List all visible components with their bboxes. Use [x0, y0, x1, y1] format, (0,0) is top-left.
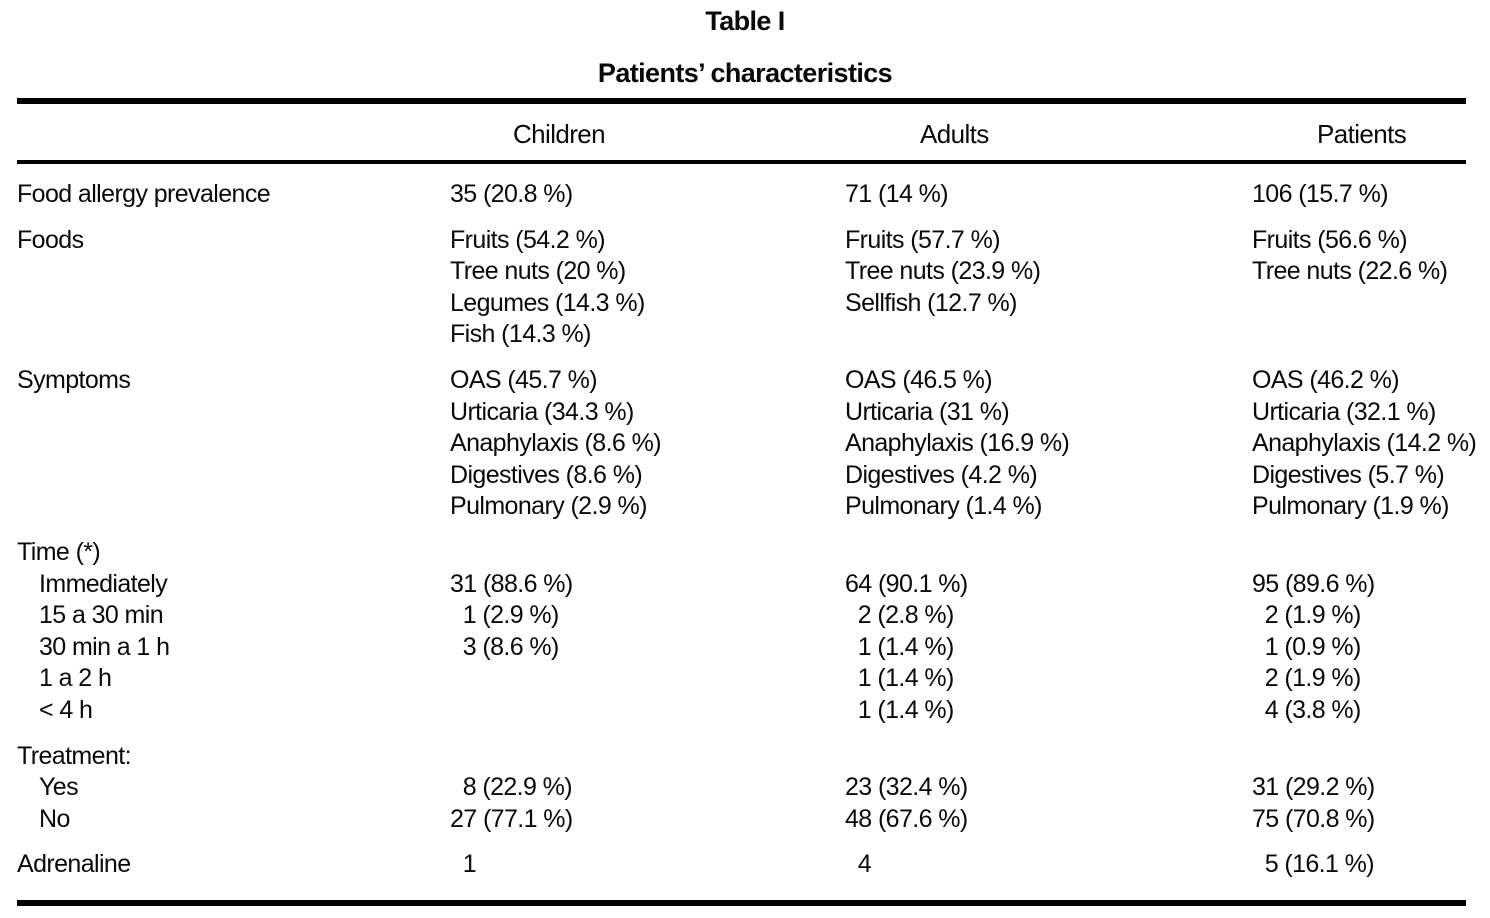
cell-patients: 95 (89.6 %): [1252, 569, 1375, 598]
cell-adults: 1 (1.4 %): [845, 632, 955, 661]
cell-patients: [1252, 537, 1466, 569]
table-body: Food allergy prevalence 35 (20.8 %) 71 (14…: [0, 164, 1490, 881]
table-row: 15 a 30 min 1 (2.9 %) 2 (2.8 %) 2 (1.9 %…: [0, 600, 1490, 632]
row-label: < 4 h: [39, 695, 93, 724]
column-header-adults: Adults: [920, 119, 989, 149]
cell-patients: 1 (0.9 %): [1252, 632, 1362, 661]
table-title: Table I: [705, 6, 785, 36]
row-label: Foods: [17, 225, 84, 254]
cell-adults: 23 (32.4 %): [845, 773, 968, 802]
row-label: 1 a 2 h: [39, 664, 112, 693]
table-row: 1 a 2 h 1 (1.4 %) 2 (1.9 %): [0, 663, 1490, 695]
table-subtitle: Patients’ characteristics: [597, 58, 893, 88]
table-row: Foods Fruits (54.2 %) Tree nuts (20 %) Le…: [0, 225, 1490, 351]
cell-adults: 1 (1.4 %): [845, 695, 955, 724]
column-header-patients: Patients: [1317, 119, 1407, 149]
cell-children: Fruits (54.2 %) Tree nuts (20 %) Legumes…: [450, 225, 645, 349]
cell-children: 27 (77.1 %): [450, 804, 573, 833]
column-header-empty: [17, 120, 450, 148]
table-row: 30 min a 1 h 3 (8.6 %) 1 (1.4 %) 1 (0.9 …: [0, 632, 1490, 664]
cell-patients: OAS (46.2 %) Urticaria (32.1 %) Anaphyla…: [1252, 365, 1477, 521]
header-rule: [17, 160, 1466, 164]
table-row: Time (*): [0, 537, 1490, 569]
row-label: Treatment:: [17, 741, 132, 770]
table-row: Immediately 31 (88.6 %) 64 (90.1 %) 95 (89.…: [0, 569, 1490, 601]
cell-patients: 2 (1.9 %): [1252, 664, 1362, 693]
cell-adults: 64 (90.1 %): [845, 569, 968, 598]
cell-adults: 4: [845, 850, 872, 879]
table-row: No 27 (77.1 %) 48 (67.6 %) 75 (70.8 %): [0, 804, 1490, 836]
cell-children: 31 (88.6 %): [450, 569, 573, 598]
cell-patients: 2 (1.9 %): [1252, 601, 1362, 630]
cell-children: 35 (20.8 %): [450, 180, 573, 208]
bottom-rule: [17, 899, 1466, 906]
row-label: Time (*): [17, 537, 101, 566]
cell-children: 8 (22.9 %): [450, 773, 573, 802]
cell-children: [450, 695, 845, 727]
table-row: Food allergy prevalence 35 (20.8 %) 71 (14…: [0, 179, 1490, 211]
cell-adults: [845, 537, 1252, 569]
cell-patients: Fruits (56.6 %) Tree nuts (22.6 %): [1252, 225, 1448, 286]
row-label: 15 a 30 min: [39, 601, 164, 630]
cell-adults: 1 (1.4 %): [845, 664, 955, 693]
cell-children: [450, 741, 845, 773]
row-label: Adrenaline: [17, 850, 131, 879]
row-label: Food allergy prevalence: [17, 180, 271, 208]
row-label: No: [39, 804, 70, 833]
cell-patients: 31 (29.2 %): [1252, 773, 1375, 802]
row-label: Immediately: [39, 569, 168, 598]
cell-patients: 4 (3.8 %): [1252, 695, 1362, 724]
column-header-children: Children: [513, 119, 606, 149]
cell-adults: OAS (46.5 %) Urticaria (31 %) Anaphylaxi…: [845, 365, 1070, 521]
cell-children: 1: [450, 850, 477, 879]
cell-children: OAS (45.7 %) Urticaria (34.3 %) Anaphyla…: [450, 365, 662, 521]
table-row: Symptoms OAS (45.7 %) Urticaria (34.3 %) …: [0, 365, 1490, 523]
cell-adults: 2 (2.8 %): [845, 601, 955, 630]
cell-children: [450, 537, 845, 569]
row-label: Yes: [39, 773, 79, 802]
row-label: 30 min a 1 h: [39, 632, 170, 661]
cell-adults: 71 (14 %): [845, 180, 949, 208]
top-rule: [17, 98, 1466, 104]
table-row: Yes 8 (22.9 %) 23 (32.4 %) 31 (29.2 %): [0, 772, 1490, 804]
row-label: Symptoms: [17, 365, 131, 394]
cell-adults: Fruits (57.7 %) Tree nuts (23.9 %) Sellf…: [845, 225, 1041, 317]
cell-children: 3 (8.6 %): [450, 632, 560, 661]
cell-patients: [1252, 741, 1466, 773]
table-row: < 4 h 1 (1.4 %) 4 (3.8 %): [0, 695, 1490, 727]
table-header-row: Children Adults Patients: [0, 104, 1490, 160]
cell-patients: 5 (16.1 %): [1252, 850, 1375, 879]
cell-children: 1 (2.9 %): [450, 601, 560, 630]
table-row: Adrenaline 1 4 5 (16.1 %): [0, 849, 1490, 881]
table-row: Treatment:: [0, 741, 1490, 773]
cell-adults: [845, 741, 1252, 773]
cell-children: [450, 663, 845, 695]
cell-patients: 106 (15.7 %): [1252, 180, 1389, 208]
cell-adults: 48 (67.6 %): [845, 804, 968, 833]
cell-patients: 75 (70.8 %): [1252, 804, 1375, 833]
